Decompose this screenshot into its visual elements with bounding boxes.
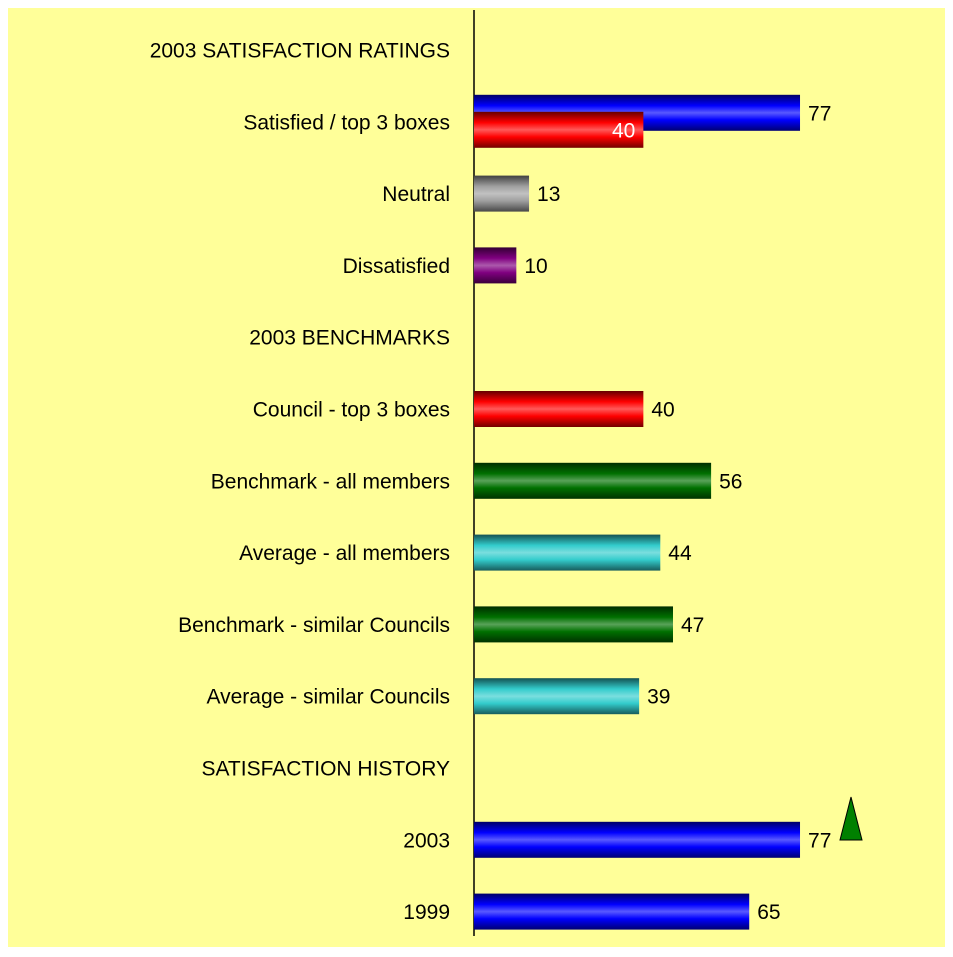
bar [474, 893, 750, 930]
bar [474, 678, 640, 715]
y-tick-label: Benchmark - all members [211, 470, 450, 493]
y-tick-label: SATISFACTION HISTORY [201, 758, 450, 781]
y-tick-label: Neutral [382, 183, 450, 206]
bar [474, 821, 801, 858]
y-tick-label: Council - top 3 boxes [253, 399, 450, 422]
data-label: 40 [612, 119, 635, 142]
y-tick-label: Satisfied / top 3 boxes [243, 111, 450, 134]
data-label: 77 [808, 102, 831, 125]
data-label: 77 [808, 829, 831, 852]
bar [474, 534, 661, 571]
data-label: 47 [681, 614, 704, 637]
bar [474, 606, 673, 643]
data-label: 10 [524, 255, 547, 278]
bar [474, 247, 517, 284]
y-tick-label: Average - all members [239, 542, 450, 565]
bar [474, 391, 644, 427]
y-tick-label: Benchmark - similar Councils [178, 614, 450, 637]
up-arrow-icon [839, 796, 863, 841]
data-label: 44 [668, 542, 692, 565]
bar [474, 175, 530, 212]
y-tick-label: 1999 [403, 901, 450, 924]
y-tick-label: Average - similar Councils [206, 686, 450, 709]
y-tick-label: Dissatisfied [343, 255, 450, 278]
data-label: 13 [537, 183, 560, 206]
bar [474, 462, 712, 499]
bar [474, 111, 644, 148]
data-label: 39 [647, 686, 670, 709]
y-tick-label: 2003 BENCHMARKS [249, 327, 450, 350]
y-tick-label: 2003 SATISFACTION RATINGS [150, 40, 450, 63]
data-label: 65 [757, 901, 780, 924]
data-label: 40 [651, 399, 674, 422]
data-label: 56 [719, 470, 742, 493]
y-tick-label: 2003 [403, 829, 450, 852]
